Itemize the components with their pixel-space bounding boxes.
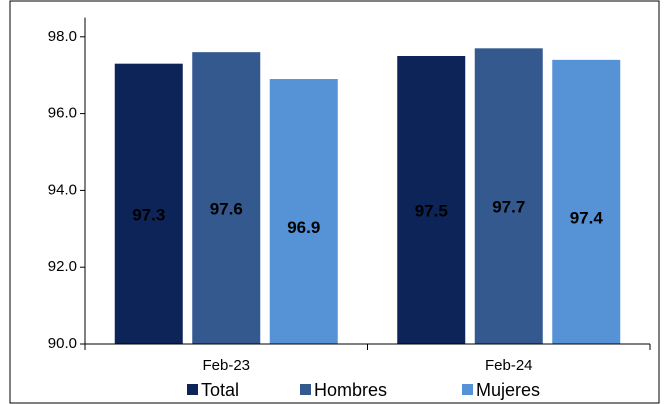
- bar: [192, 52, 261, 344]
- x-tick-label: Feb-23: [202, 357, 250, 374]
- data-label: 97.5: [415, 201, 448, 220]
- y-tick-label: 94.0: [48, 181, 77, 198]
- y-tick-label: 90.0: [48, 335, 77, 352]
- chart-frame: [9, 0, 660, 404]
- data-label: 97.6: [210, 200, 243, 219]
- legend-label: Total: [201, 380, 239, 400]
- bar: [114, 63, 183, 345]
- legend-swatch: [300, 384, 311, 395]
- x-tick-label: Feb-24: [485, 357, 533, 374]
- data-label: 97.7: [492, 198, 525, 217]
- y-tick-label: 96.0: [48, 105, 77, 122]
- bar: [552, 59, 621, 345]
- legend-label: Mujeres: [476, 380, 540, 400]
- y-tick-label: 98.0: [48, 28, 77, 45]
- data-label: 97.3: [132, 205, 165, 224]
- data-label: 96.9: [287, 218, 320, 237]
- bar: [269, 79, 338, 344]
- bar: [474, 48, 543, 344]
- bar: [397, 56, 466, 344]
- legend-swatch: [187, 384, 198, 395]
- legend-swatch: [462, 384, 473, 395]
- data-label: 97.4: [570, 208, 604, 227]
- y-tick-label: 92.0: [48, 258, 77, 275]
- legend-label: Hombres: [314, 380, 387, 400]
